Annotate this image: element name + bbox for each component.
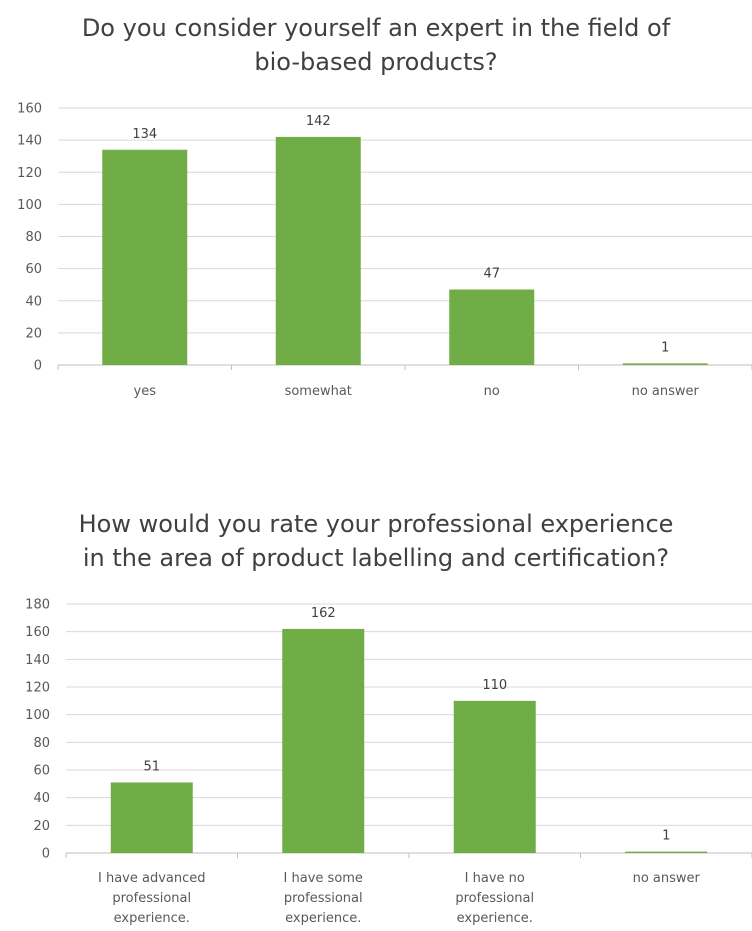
y-tick-label: 40 [33,791,50,806]
bar [622,363,708,365]
category-label: experience. [457,911,533,926]
bar [110,782,193,853]
y-tick-label: 20 [25,326,42,341]
chart-title-line: Do you consider yourself an expert in th… [81,14,671,42]
y-tick-label: 0 [42,847,50,862]
y-tick-label: 100 [25,708,50,723]
category-label: yes [134,384,157,399]
category-label: professional [284,891,363,906]
data-label: 1 [662,829,670,844]
data-label: 110 [482,678,507,693]
y-tick-label: 0 [34,359,42,374]
bar [625,851,708,853]
bar [282,628,365,853]
data-label: 47 [483,267,500,282]
chart-title-line: How would you rate your professional exp… [78,510,674,538]
y-tick-label: 20 [33,819,50,834]
y-tick-label: 120 [17,166,42,181]
chart-title-line: bio-based products? [254,48,498,76]
y-tick-label: 160 [17,102,42,117]
y-tick-label: 160 [25,625,50,640]
data-label: 1 [661,340,669,355]
bar [449,289,535,365]
bar [275,136,361,365]
bar [453,700,536,853]
y-tick-label: 120 [25,681,50,696]
y-tick-label: 80 [33,736,50,751]
category-label: experience. [114,911,190,926]
category-label: somewhat [285,384,352,399]
chart-title: How would you rate your professional exp… [0,507,752,575]
chart-plot: 0 20 40 60 80 100 120 140 160 180 51 I have advance… [25,598,752,926]
data-label: 162 [311,606,336,621]
category-label: I have some [284,871,363,886]
chart-plot: 0 20 40 60 80 100 120 140 160 134 yes 142 somewhat 47… [17,102,752,399]
data-label: 142 [306,114,331,129]
y-tick-label: 60 [25,262,42,277]
category-label: experience. [285,911,361,926]
y-tick-label: 180 [25,598,50,613]
category-label: no answer [633,871,701,886]
bar [102,149,188,365]
y-tick-label: 140 [17,134,42,149]
category-label: professional [455,891,534,906]
category-label: no answer [632,384,700,399]
chart-experience: How would you rate your professional exp… [0,500,752,931]
data-label: 51 [143,759,160,774]
category-label: I have no [465,871,525,886]
category-label: no [484,384,500,399]
category-label: I have advanced [98,871,206,886]
category-label: professional [112,891,191,906]
y-tick-label: 140 [25,653,50,668]
chart-title: Do you consider yourself an expert in th… [0,11,752,79]
data-label: 134 [132,127,157,142]
y-tick-label: 40 [25,294,42,309]
y-tick-label: 80 [25,230,42,245]
y-tick-label: 100 [17,198,42,213]
chart-title-line: in the area of product labelling and cer… [82,544,670,572]
y-tick-label: 60 [33,764,50,779]
chart-expertise: Do you consider yourself an expert in th… [0,0,752,420]
